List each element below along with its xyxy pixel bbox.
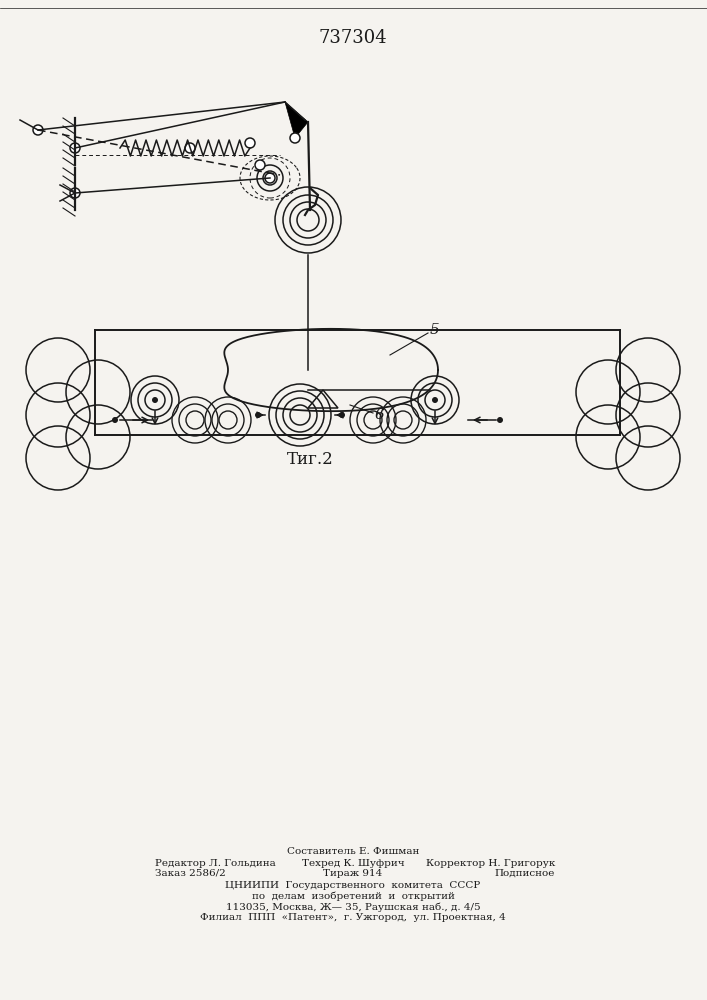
Circle shape: [432, 397, 438, 403]
Circle shape: [339, 412, 345, 418]
Text: 737304: 737304: [319, 29, 387, 47]
Text: 113035, Москва, Ж— 35, Раушская наб., д. 4/5: 113035, Москва, Ж— 35, Раушская наб., д.…: [226, 902, 480, 912]
Text: Тираж 914: Тираж 914: [323, 868, 382, 878]
Circle shape: [112, 417, 118, 423]
Text: 5: 5: [430, 323, 440, 337]
Circle shape: [497, 417, 503, 423]
Text: ЦНИИПИ  Государственного  комитета  СССР: ЦНИИПИ Государственного комитета СССР: [226, 880, 481, 890]
Circle shape: [255, 412, 261, 418]
Circle shape: [152, 397, 158, 403]
Text: Редактор Л. Гольдина: Редактор Л. Гольдина: [155, 858, 276, 867]
Text: Подписное: Подписное: [495, 868, 555, 878]
Circle shape: [265, 173, 275, 183]
Circle shape: [185, 143, 195, 153]
Text: Составитель Е. Фишман: Составитель Е. Фишман: [287, 848, 419, 856]
Circle shape: [255, 160, 265, 170]
Text: Филиал  ППП  «Патент»,  г. Ужгород,  ул. Проектная, 4: Филиал ППП «Патент», г. Ужгород, ул. Про…: [200, 914, 506, 922]
Text: Корректор Н. Григорук: Корректор Н. Григорук: [426, 858, 555, 867]
Text: Заказ 2586/2: Заказ 2586/2: [155, 868, 226, 878]
Circle shape: [290, 133, 300, 143]
Text: по  делам  изобретений  и  открытий: по делам изобретений и открытий: [252, 891, 455, 901]
Circle shape: [245, 138, 255, 148]
Circle shape: [70, 143, 80, 153]
Circle shape: [33, 125, 43, 135]
Text: Техред К. Шуфрич: Техред К. Шуфрич: [302, 858, 404, 867]
Polygon shape: [285, 102, 308, 138]
Circle shape: [70, 188, 80, 198]
Text: 6: 6: [375, 408, 385, 422]
Text: Τиг.2: Τиг.2: [286, 452, 334, 468]
